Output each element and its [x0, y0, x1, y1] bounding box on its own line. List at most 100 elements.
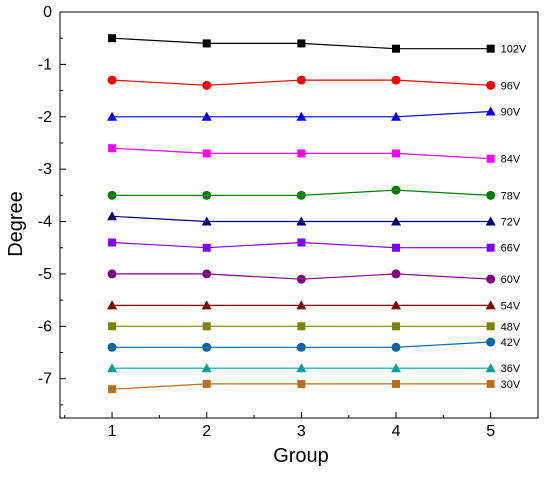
- data-point: [202, 269, 212, 279]
- data-point: [391, 216, 402, 226]
- data-point: [486, 379, 495, 388]
- y-tick-label: -5: [38, 266, 52, 283]
- data-point: [296, 75, 306, 85]
- data-point: [391, 185, 401, 195]
- x-tick-label: 2: [202, 423, 211, 440]
- data-point: [107, 75, 117, 85]
- data-point: [202, 342, 212, 352]
- data-point: [108, 385, 117, 394]
- data-point: [391, 342, 401, 352]
- data-point: [486, 243, 495, 252]
- data-point: [486, 154, 495, 163]
- y-tick-label: -7: [38, 371, 52, 388]
- series-96V: [107, 75, 496, 90]
- x-tick-label: 4: [392, 423, 401, 440]
- axes: 0 -1 -2 -3 -4 -5 -6 -7 1 2 3 4 5: [38, 4, 539, 440]
- data-point: [202, 80, 212, 90]
- data-point: [296, 190, 306, 200]
- data-point: [391, 111, 402, 121]
- data-point: [297, 238, 306, 247]
- data-point: [297, 149, 306, 158]
- data-point: [391, 75, 401, 85]
- series-label: 54V: [501, 300, 521, 312]
- data-point: [202, 149, 211, 158]
- series-label: 60V: [501, 274, 521, 286]
- data-point: [296, 216, 307, 226]
- series-label: 36V: [501, 363, 521, 375]
- series-78V: [107, 185, 496, 200]
- data-point: [108, 144, 117, 153]
- data-point: [486, 337, 496, 347]
- data-point: [296, 274, 306, 284]
- data-point: [202, 190, 212, 200]
- series-label: 90V: [501, 107, 521, 119]
- series-label: 78V: [501, 190, 521, 202]
- series-group: [107, 34, 496, 394]
- data-point: [107, 111, 118, 121]
- data-point: [202, 243, 211, 252]
- series-label: 102V: [501, 44, 527, 56]
- data-point: [486, 190, 496, 200]
- series-label: 72V: [501, 217, 521, 229]
- data-point: [107, 363, 118, 373]
- data-point: [391, 363, 402, 373]
- data-point: [485, 216, 496, 226]
- x-tick-label: 5: [486, 423, 495, 440]
- y-tick-label: -6: [38, 318, 52, 335]
- data-point: [107, 300, 118, 310]
- y-tick-label: -1: [38, 56, 52, 73]
- plot-frame: [59, 11, 539, 419]
- data-point: [107, 342, 117, 352]
- x-tick-label: 3: [297, 423, 306, 440]
- data-point: [392, 379, 401, 388]
- data-point: [296, 363, 307, 373]
- series-label: 30V: [501, 379, 521, 391]
- data-point: [107, 211, 118, 221]
- data-point: [297, 322, 306, 331]
- x-axis-title: Group: [273, 445, 329, 467]
- data-point: [486, 274, 496, 284]
- data-point: [107, 190, 117, 200]
- series-42V: [107, 337, 496, 352]
- data-point: [202, 39, 211, 48]
- data-point: [486, 44, 495, 53]
- series-84V: [108, 144, 495, 163]
- data-point: [297, 39, 306, 48]
- series-label: 96V: [501, 80, 521, 92]
- data-point: [392, 322, 401, 331]
- data-point: [392, 149, 401, 158]
- data-point: [486, 322, 495, 331]
- data-point: [485, 106, 496, 116]
- data-point: [108, 238, 117, 247]
- data-point: [108, 322, 117, 331]
- data-point: [201, 111, 212, 121]
- series-90V: [107, 106, 496, 121]
- series-102V: [108, 34, 495, 53]
- series-label: 42V: [501, 337, 521, 349]
- data-point: [391, 300, 402, 310]
- y-axis-title: Degree: [5, 191, 27, 257]
- data-point: [297, 379, 306, 388]
- data-point: [392, 44, 401, 53]
- y-tick-label: -4: [38, 214, 52, 231]
- series-48V: [108, 322, 495, 331]
- data-point: [202, 322, 211, 331]
- data-point: [201, 216, 212, 226]
- series-30V: [108, 379, 495, 394]
- y-tick-label: 0: [43, 4, 52, 21]
- series-36V: [107, 363, 496, 373]
- data-point: [392, 243, 401, 252]
- data-point: [485, 363, 496, 373]
- data-point: [296, 300, 307, 310]
- series-72V: [107, 211, 496, 226]
- data-point: [485, 300, 496, 310]
- data-point: [201, 300, 212, 310]
- data-point: [391, 269, 401, 279]
- series-labels: 102V 96V 90V 84V 78V 72V 66V 60V 54V 48V 42V 36V 30V: [501, 44, 527, 391]
- data-point: [201, 363, 212, 373]
- series-54V: [107, 300, 496, 310]
- data-point: [296, 111, 307, 121]
- data-point: [486, 80, 496, 90]
